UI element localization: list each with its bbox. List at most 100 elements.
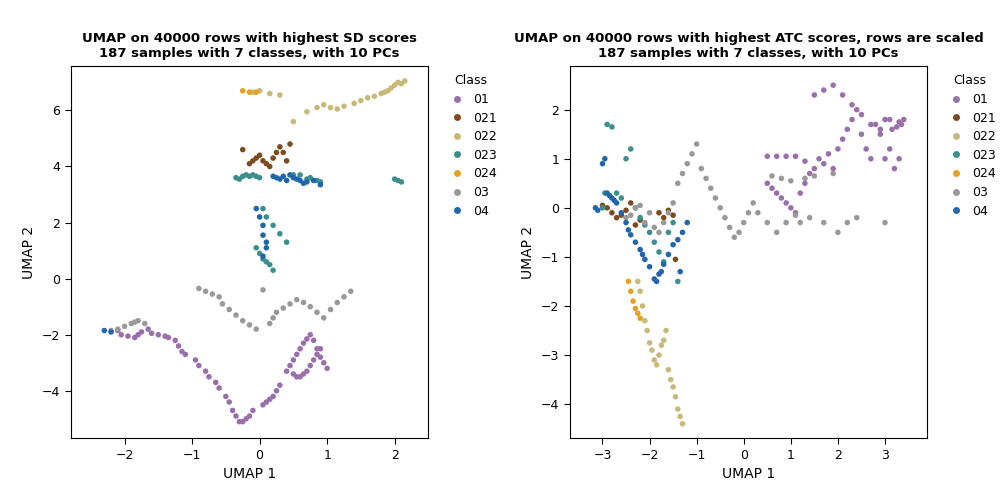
Point: [336, 102, 352, 110]
Point: [717, 214, 733, 222]
Point: [641, 339, 657, 347]
Point: [826, 164, 842, 172]
X-axis label: UMAP 1: UMAP 1: [722, 467, 775, 481]
Point: [759, 152, 775, 160]
Point: [245, 171, 261, 179]
Point: [801, 214, 817, 222]
Point: [891, 155, 907, 163]
Point: [651, 248, 667, 256]
Point: [826, 81, 842, 89]
Point: [618, 214, 634, 222]
Point: [620, 226, 636, 234]
Point: [665, 219, 681, 227]
Point: [376, 88, 392, 96]
Point: [694, 164, 710, 172]
Point: [736, 219, 752, 227]
Point: [248, 205, 264, 213]
Point: [174, 348, 191, 356]
Point: [872, 130, 888, 138]
Point: [255, 255, 271, 263]
Point: [127, 318, 143, 326]
Point: [308, 176, 325, 184]
Point: [651, 209, 667, 217]
Point: [380, 87, 396, 95]
Title: UMAP on 40000 rows with highest SD scores
187 samples with 7 classes, with 10 PC: UMAP on 40000 rows with highest SD score…: [82, 32, 417, 60]
Point: [884, 125, 900, 134]
Point: [258, 398, 274, 406]
Point: [672, 412, 688, 420]
Point: [110, 327, 126, 335]
Point: [295, 298, 311, 306]
Point: [323, 305, 339, 313]
Point: [632, 245, 648, 254]
Point: [672, 268, 688, 276]
Point: [302, 174, 319, 182]
Point: [595, 204, 611, 212]
Point: [305, 176, 322, 184]
Point: [305, 336, 322, 344]
Point: [660, 250, 676, 259]
Point: [886, 164, 902, 172]
Point: [665, 199, 681, 207]
Point: [275, 148, 291, 156]
Point: [632, 216, 648, 224]
Point: [658, 327, 674, 335]
Y-axis label: UMAP 2: UMAP 2: [521, 225, 535, 279]
Point: [639, 327, 655, 335]
Point: [255, 286, 271, 294]
Point: [252, 249, 268, 258]
Point: [252, 174, 268, 182]
Point: [383, 84, 399, 92]
Point: [806, 164, 823, 172]
Point: [778, 199, 794, 207]
Point: [655, 214, 671, 222]
Point: [830, 145, 846, 153]
Point: [288, 175, 304, 183]
Point: [167, 336, 183, 344]
Point: [669, 236, 685, 244]
Point: [877, 115, 893, 123]
Point: [272, 91, 288, 99]
Point: [292, 171, 308, 179]
Point: [133, 328, 149, 336]
Point: [187, 356, 204, 364]
Point: [252, 213, 268, 221]
Point: [241, 160, 257, 168]
Point: [674, 228, 690, 236]
Point: [662, 375, 678, 384]
Point: [198, 287, 214, 295]
Point: [255, 157, 271, 165]
Point: [211, 384, 227, 392]
Point: [637, 219, 653, 227]
Point: [191, 361, 207, 369]
Point: [387, 175, 403, 183]
Point: [646, 238, 662, 246]
Point: [397, 77, 413, 85]
Point: [275, 172, 291, 180]
Point: [330, 105, 346, 113]
Point: [201, 373, 217, 381]
Point: [265, 314, 281, 322]
Point: [228, 412, 244, 420]
Point: [387, 81, 403, 89]
Point: [228, 174, 244, 182]
Point: [655, 258, 671, 266]
Point: [288, 373, 304, 381]
Point: [96, 327, 112, 335]
Point: [305, 356, 322, 364]
Point: [265, 266, 281, 274]
Point: [295, 339, 311, 347]
Point: [623, 145, 639, 153]
Point: [637, 221, 653, 229]
Point: [103, 328, 119, 336]
Point: [336, 293, 352, 301]
Point: [623, 287, 639, 295]
Point: [262, 261, 278, 269]
Point: [268, 387, 284, 395]
Point: [288, 350, 304, 358]
Point: [282, 361, 298, 369]
Point: [811, 155, 828, 163]
Point: [599, 189, 615, 197]
Point: [245, 406, 261, 414]
Point: [637, 317, 653, 325]
